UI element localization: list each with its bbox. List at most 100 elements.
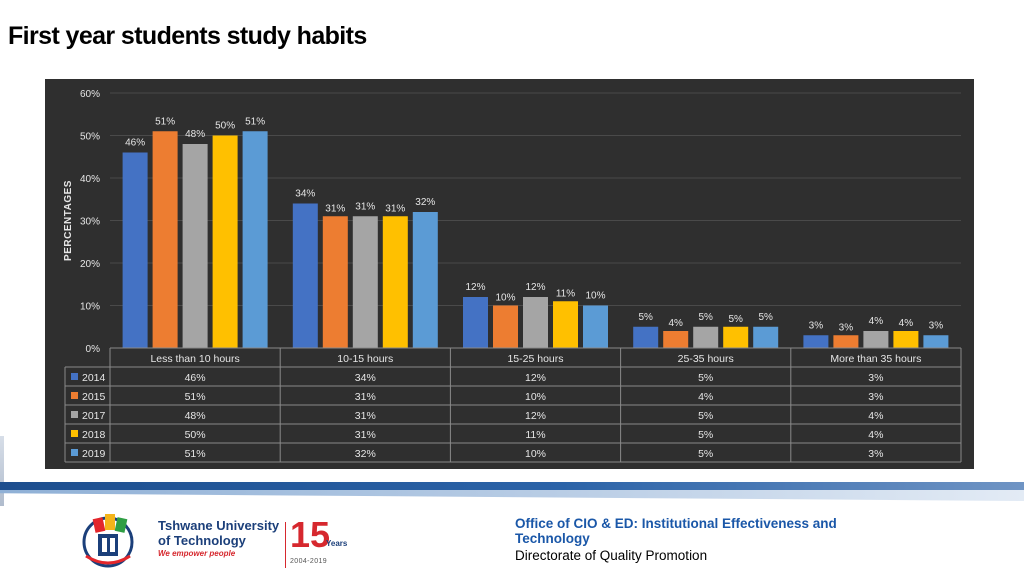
study-habits-bar-chart: 0% 10% 20% 30% 40% 50% 60% PERCENTAGES 46% 51% 48%… <box>63 89 962 463</box>
data-label: 12% <box>525 282 545 293</box>
data-label: 4% <box>899 318 914 329</box>
bar-2014 <box>292 203 318 348</box>
data-label: 50% <box>215 121 235 132</box>
data-label: 3% <box>929 320 944 331</box>
tut-emblem-icon <box>82 514 134 568</box>
category-label: More than 35 hours <box>830 353 921 365</box>
bar-2018 <box>212 135 238 348</box>
y-tick-label: 50% <box>80 132 100 143</box>
table-cell: 3% <box>868 391 883 403</box>
data-label: 3% <box>839 322 854 333</box>
bar-2014 <box>633 326 659 348</box>
category-label: 25-35 hours <box>678 353 734 365</box>
bar-2019 <box>242 131 268 348</box>
table-cell: 51% <box>185 448 206 460</box>
bar-2014 <box>463 297 488 348</box>
data-label: 5% <box>638 312 653 323</box>
legend-swatch-2014 <box>71 373 78 380</box>
legend-label: 2015 <box>82 391 106 403</box>
bar-2017 <box>863 331 889 348</box>
bar-2015 <box>152 131 178 348</box>
table-cell: 34% <box>355 372 376 384</box>
data-label: 5% <box>758 312 773 323</box>
university-logo: Tshwane University of Technology We empo… <box>80 510 350 570</box>
data-label: 32% <box>415 197 435 208</box>
legend-swatch-2017 <box>71 411 78 418</box>
table-cell: 4% <box>868 429 883 441</box>
table-cell: 4% <box>698 391 713 403</box>
bar-2017 <box>182 144 208 348</box>
bar-2019 <box>923 335 949 348</box>
slide-title: First year students study habits <box>8 22 367 50</box>
data-label: 48% <box>185 129 205 140</box>
anniversary-suffix: Years <box>326 539 348 548</box>
table-cell: 10% <box>525 391 546 403</box>
y-tick-label: 10% <box>80 302 100 313</box>
data-label: 12% <box>465 282 485 293</box>
data-label: 4% <box>869 316 884 327</box>
footer-band-dark <box>0 482 1024 490</box>
data-label: 46% <box>125 138 145 149</box>
data-label: 5% <box>728 314 743 325</box>
y-tick-label: 30% <box>80 217 100 228</box>
data-label: 34% <box>295 189 315 200</box>
bar-2017 <box>523 297 548 348</box>
footer-band-light <box>0 490 1024 501</box>
bar-2018 <box>723 326 749 348</box>
university-name-line1: Tshwane University <box>158 518 280 533</box>
table-cell: 5% <box>698 448 713 460</box>
bar-2019 <box>412 212 438 348</box>
data-label: 51% <box>155 116 175 127</box>
bar-2017 <box>693 326 719 348</box>
data-label: 5% <box>698 312 713 323</box>
table-cell: 3% <box>868 448 883 460</box>
table-cell: 12% <box>525 410 546 422</box>
bar-2015 <box>493 305 518 348</box>
table-cell: 31% <box>355 429 376 441</box>
bar-2019 <box>583 305 608 348</box>
table-cell: 5% <box>698 429 713 441</box>
table-cell: 4% <box>868 410 883 422</box>
legend-swatch-2018 <box>71 430 78 437</box>
bar-2015 <box>322 216 348 348</box>
table-cell: 51% <box>185 391 206 403</box>
anniversary-number: 15 <box>290 514 331 555</box>
data-label: 3% <box>809 320 824 331</box>
bar-2015 <box>833 335 859 348</box>
table-cell: 32% <box>355 448 376 460</box>
legend-label: 2019 <box>82 448 106 460</box>
logo-divider <box>285 522 286 568</box>
y-tick-label: 20% <box>80 259 100 270</box>
directorate-name: Directorate of Quality Promotion <box>515 548 708 563</box>
data-label: 11% <box>556 288 575 299</box>
table-cell: 31% <box>355 391 376 403</box>
bar-2018 <box>382 216 408 348</box>
chart-panel: 0% 10% 20% 30% 40% 50% 60% PERCENTAGES 46% 51% 48%… <box>45 79 974 469</box>
legend-swatch-2019 <box>71 449 78 456</box>
data-label: 31% <box>355 201 375 212</box>
legend-label: 2017 <box>82 410 106 422</box>
table-cell: 5% <box>698 410 713 422</box>
office-name: Office of CIO & ED: Institutional Effect… <box>515 516 837 546</box>
data-label: 10% <box>495 293 515 304</box>
legend-label: 2018 <box>82 429 106 441</box>
y-tick-label: 60% <box>80 89 100 100</box>
y-tick-label: 40% <box>80 174 100 185</box>
bar-2018 <box>893 331 919 348</box>
category-label: Less than 10 hours <box>150 353 239 365</box>
anniversary-badge: 15 Years 2004-2019 <box>290 514 348 568</box>
table-cell: 50% <box>185 429 206 441</box>
data-label: 31% <box>325 203 345 214</box>
data-label: 4% <box>668 318 683 329</box>
anniversary-span: 2004-2019 <box>290 558 328 565</box>
bar-2015 <box>663 331 689 348</box>
bar-2019 <box>753 326 779 348</box>
bar-2014 <box>122 152 148 348</box>
table-cell: 46% <box>185 372 206 384</box>
data-label: 31% <box>385 203 405 214</box>
category-label: 15-25 hours <box>507 353 563 365</box>
table-cell: 5% <box>698 372 713 384</box>
table-cell: 11% <box>525 429 545 441</box>
bar-2017 <box>352 216 378 348</box>
category-label: 10-15 hours <box>337 353 393 365</box>
